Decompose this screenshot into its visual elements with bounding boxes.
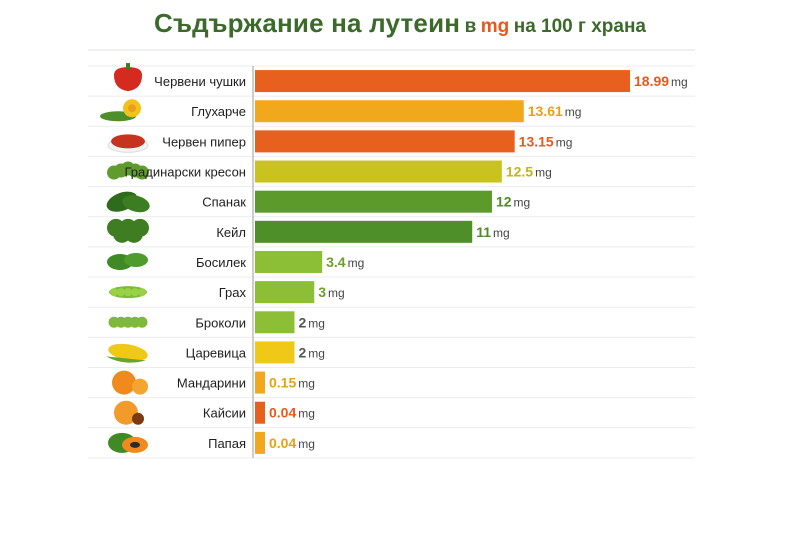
value-label: 0.04 mg	[269, 405, 315, 421]
spinach-icon	[106, 191, 150, 213]
category-label: Папая	[208, 436, 246, 451]
papaya-icon	[108, 432, 148, 453]
bar	[255, 341, 295, 364]
bar	[255, 130, 515, 153]
paprika-icon	[107, 134, 149, 153]
dandelion-icon	[100, 99, 141, 122]
category-label: Кайсии	[203, 406, 246, 421]
red-pepper-icon	[114, 63, 142, 92]
category-label: Спанак	[202, 195, 246, 210]
value-label: 11 mg	[476, 224, 509, 240]
value-label: 2 mg	[298, 344, 324, 360]
bar	[255, 250, 323, 273]
cress-icon	[107, 161, 149, 180]
category-label: Мандарини	[177, 376, 246, 391]
title-post: на 100 г храна	[513, 16, 646, 37]
category-label: Броколи	[195, 315, 246, 330]
value-label: 0.04 mg	[269, 435, 315, 451]
bar	[255, 160, 502, 183]
title-main: Съдържание на лутеин	[153, 8, 461, 38]
category-label: Кейл	[216, 225, 246, 240]
bar	[255, 100, 524, 123]
chart-title: Съдържание на лутеин в mg на 100 г храна	[0, 8, 800, 39]
category-label: Грах	[219, 285, 247, 300]
bar	[255, 220, 473, 243]
category-label: Червен пипер	[162, 134, 246, 149]
category-label: Градинарски кресон	[124, 165, 246, 180]
tangerine-icon	[112, 370, 148, 395]
bar	[255, 190, 492, 213]
peas-icon	[109, 286, 147, 299]
value-label: 13.61 mg	[528, 103, 582, 119]
bar	[255, 431, 265, 454]
bar	[255, 281, 315, 304]
title-pre: в	[464, 16, 477, 37]
corn-icon	[106, 343, 148, 363]
value-label: 13.15 mg	[519, 133, 573, 149]
basil-icon	[107, 252, 148, 270]
category-label: Босилек	[196, 255, 246, 270]
value-label: 2 mg	[298, 314, 324, 330]
bar	[255, 401, 265, 424]
value-label: 0.15 mg	[269, 375, 315, 391]
category-label: Червени чушки	[154, 74, 246, 89]
category-label: Царевица	[186, 345, 247, 360]
broccoli-icon	[108, 316, 148, 328]
apricot-icon	[114, 400, 144, 425]
value-label: 12 mg	[496, 194, 530, 210]
bar	[255, 70, 630, 93]
value-label: 3 mg	[318, 284, 344, 300]
kale-icon	[107, 218, 149, 243]
bar	[255, 311, 295, 334]
bar	[255, 371, 265, 394]
category-label: Глухарче	[191, 104, 246, 119]
title-unit: mg	[480, 16, 510, 37]
value-label: 18.99 mg	[634, 73, 688, 89]
value-label: 12.5 mg	[506, 164, 552, 180]
value-label: 3.4 mg	[326, 254, 364, 270]
